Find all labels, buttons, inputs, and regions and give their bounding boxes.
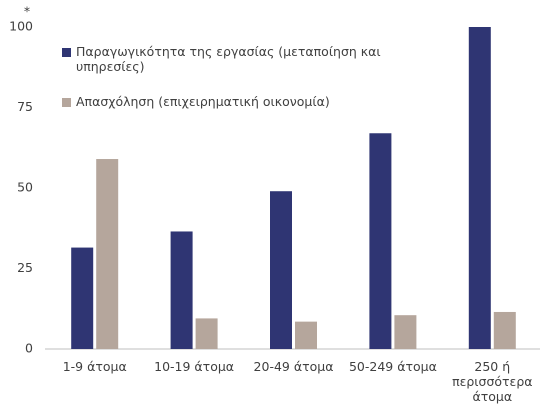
bar (295, 321, 317, 349)
bar (468, 27, 491, 349)
y-tick-label: 0 (25, 341, 33, 356)
annotation: * (24, 4, 30, 19)
y-tick-label: 50 (17, 180, 33, 195)
bar (394, 315, 417, 349)
x-tick-label: 20-49 άτομα (253, 359, 334, 374)
legend-swatch (62, 98, 71, 107)
y-tick-label: 100 (9, 19, 33, 34)
x-tick-label: 50-249 άτομα (348, 359, 437, 374)
legend-label: Παραγωγικότητα της εργασίας (μεταποίηση … (76, 44, 381, 74)
bar (195, 318, 218, 349)
x-tick-label: 10-19 άτομα (154, 359, 235, 374)
x-tick-label: 250 ή περισσότερα άτομα (452, 359, 533, 404)
bar (96, 159, 119, 349)
legend-swatch (62, 48, 71, 57)
bar (170, 231, 193, 349)
y-tick-label: 75 (17, 99, 33, 114)
x-tick-label: 1-9 άτομα (62, 359, 127, 374)
bar (369, 133, 392, 349)
y-tick-label: 25 (17, 260, 33, 275)
legend-label: Απασχόληση (επιχειρηματική οικονομία) (76, 94, 330, 109)
bar (270, 191, 292, 349)
bar (71, 247, 94, 349)
bar (493, 311, 516, 349)
